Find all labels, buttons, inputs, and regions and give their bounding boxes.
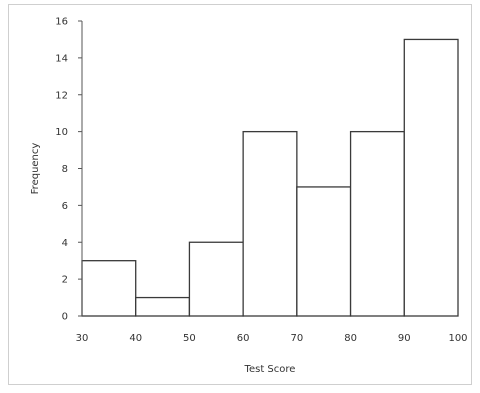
histogram-bar-80-90: [349, 130, 405, 317]
x-tick-label: 100: [448, 333, 467, 344]
y-tick-label: 12: [55, 90, 68, 101]
x-tick-label: 50: [183, 333, 196, 344]
histogram-bar-40-50: [135, 296, 191, 317]
y-tick-label: 16: [55, 17, 68, 28]
y-tick-label: 4: [62, 238, 68, 249]
x-tick-label: 80: [344, 333, 357, 344]
y-tick-label: 14: [55, 53, 68, 64]
y-tick-label: 0: [62, 312, 68, 323]
x-tick-label: 70: [290, 333, 303, 344]
y-tick-label: 10: [55, 127, 68, 138]
histogram-bar-70-80: [296, 186, 352, 317]
histogram-bar-50-60: [188, 241, 244, 317]
histogram-bar-90-100: [403, 38, 459, 317]
bars-layer: [81, 38, 459, 317]
histogram-bar-30-40: [81, 260, 137, 317]
x-ticks: 30 40 50 60 70 80 90 100: [76, 333, 468, 344]
x-axis-title: Test Score: [244, 364, 296, 375]
x-tick-label: 60: [237, 333, 250, 344]
y-ticks: 0 2 4 6 8 10 12 14 16: [55, 17, 82, 323]
y-tick-label: 8: [62, 164, 68, 175]
y-axis-title: Frequency: [30, 143, 41, 195]
histogram-bar-60-70: [242, 130, 298, 317]
y-tick-label: 2: [62, 275, 68, 286]
x-tick-label: 40: [129, 333, 142, 344]
y-tick-label: 6: [62, 201, 68, 212]
x-tick-label: 30: [76, 333, 89, 344]
x-tick-label: 90: [398, 333, 411, 344]
